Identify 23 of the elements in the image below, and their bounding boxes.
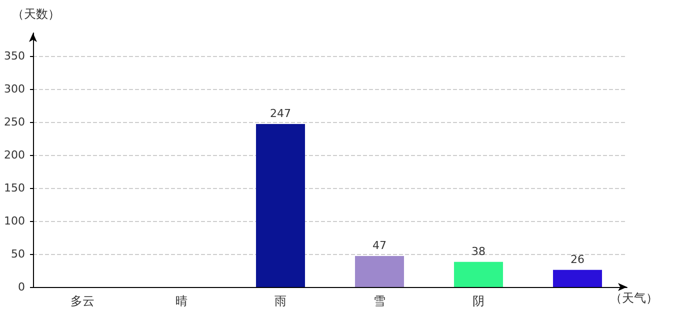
y-tick-label: 100 [4, 214, 25, 228]
y-tick-label: 50 [11, 248, 25, 261]
x-tick-label: 雨 [274, 294, 286, 308]
data-label: 38 [472, 244, 486, 258]
y-tick-label: 200 [4, 148, 25, 162]
y-tick-label: 150 [4, 182, 25, 195]
x-tick-label: 晴 [176, 294, 188, 308]
x-tick-label: 阴 [472, 294, 484, 308]
x-tick-label: 雪 [374, 294, 386, 308]
data-label: 26 [570, 252, 584, 266]
bar [256, 124, 305, 287]
bar [553, 270, 602, 287]
bar [454, 262, 503, 287]
x-axis-title: （天气） [610, 291, 658, 305]
y-tick-label: 300 [4, 82, 25, 96]
y-tick-label: 250 [4, 116, 25, 129]
bar [355, 256, 404, 287]
y-tick-label: 350 [4, 50, 25, 63]
x-tick-label: 多云 [70, 294, 94, 308]
y-axis-title: （天数） [12, 7, 60, 21]
data-label: 247 [270, 107, 291, 120]
y-tick-label: 0 [18, 280, 25, 294]
data-label: 47 [372, 238, 386, 252]
